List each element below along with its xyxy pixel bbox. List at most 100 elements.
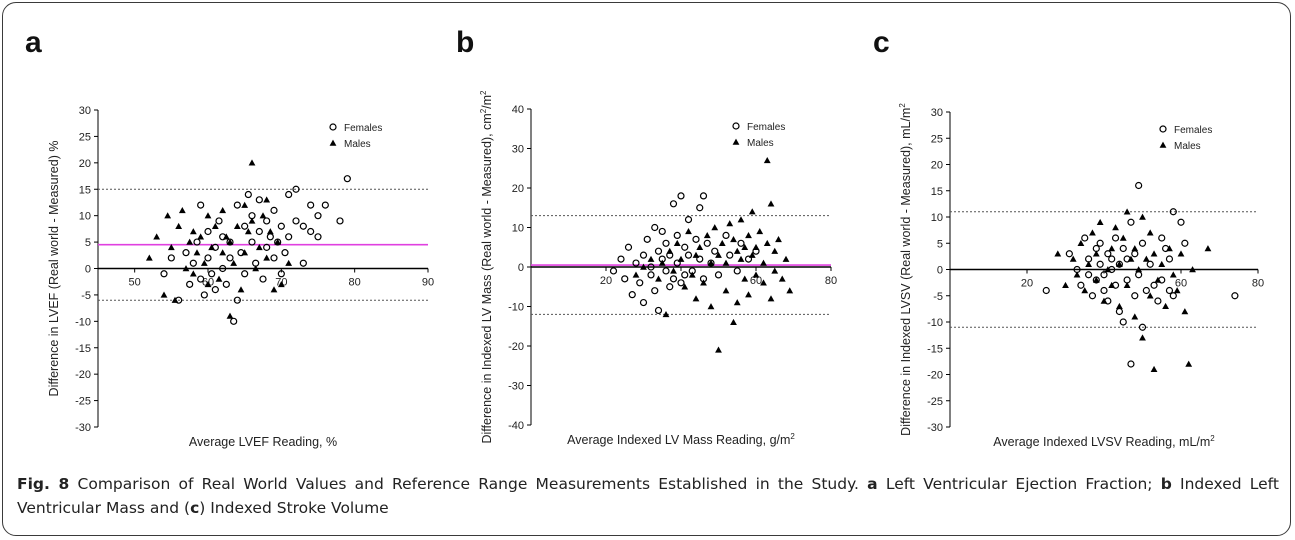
data-point-male (1077, 239, 1085, 246)
data-point-male (1154, 276, 1162, 283)
data-point-male (153, 233, 161, 240)
data-point-female (277, 222, 285, 230)
data-point-male (211, 222, 219, 229)
data-point-female (1131, 250, 1139, 258)
data-point-female (673, 231, 681, 239)
data-point-female (1115, 307, 1124, 316)
data-point-female (285, 233, 293, 241)
legend-marker-males (329, 139, 337, 146)
y-tick-label: 30 (512, 144, 524, 156)
data-point-female (208, 270, 216, 278)
data-point-male (737, 216, 745, 223)
data-point-male (1123, 208, 1131, 215)
data-point-female (647, 271, 655, 279)
data-point-male (778, 275, 786, 282)
data-point-female (696, 255, 704, 263)
data-point-female (197, 275, 205, 283)
data-point-female (677, 279, 685, 287)
data-point-male (215, 275, 223, 282)
data-point-female (1135, 271, 1143, 279)
data-point-female (241, 222, 249, 230)
data-point-female (343, 175, 351, 183)
data-point-male (175, 222, 183, 229)
data-point-male (277, 280, 285, 288)
x-axis-title: Average LVEF Reading, % (189, 435, 337, 449)
figure-caption: Fig. 8 Comparison of Real World Values a… (17, 472, 1279, 520)
data-point-female (321, 201, 329, 209)
data-point-female (1127, 360, 1135, 368)
y-tick-label: 20 (512, 183, 524, 195)
data-point-female (226, 254, 234, 262)
data-point-female (270, 206, 278, 214)
data-point-male (722, 259, 730, 266)
figure-plots: 302520151050-5-10-15-20-25-305060708090F… (47, 90, 1264, 449)
data-point-female (733, 267, 741, 275)
legend-label-males: Males (747, 138, 774, 149)
data-point-male (786, 287, 794, 294)
series-males (1054, 208, 1212, 372)
data-point-female (639, 251, 648, 259)
data-point-female (699, 192, 708, 200)
data-point-male (763, 239, 771, 247)
data-point-female (714, 271, 723, 279)
data-point-male (737, 255, 745, 262)
data-point-female (654, 306, 663, 315)
x-axis-title: Average Indexed LVSV Reading, mL/m2 (993, 434, 1215, 449)
data-point-male (707, 303, 715, 310)
y-tick-label: -20 (927, 370, 943, 382)
data-point-male (655, 275, 662, 282)
data-point-male (1139, 334, 1146, 341)
data-point-male (1146, 292, 1154, 299)
data-point-female (1131, 292, 1139, 300)
data-point-female (651, 223, 659, 232)
data-point-male (1177, 250, 1185, 257)
data-point-male (241, 249, 249, 256)
data-point-female (651, 287, 659, 295)
y-axis-title: Difference in Indexed LV Mass (Real worl… (479, 90, 494, 444)
data-point-male (700, 279, 707, 286)
data-point-male (733, 247, 741, 254)
data-point-female (1231, 292, 1239, 300)
data-point-female (233, 296, 241, 304)
data-point-female (1142, 286, 1150, 295)
x-tick-label: 20 (600, 275, 612, 287)
data-point-female (299, 222, 307, 230)
data-point-male (193, 249, 201, 256)
caption-c-letter: c (190, 499, 200, 517)
series-males (632, 156, 794, 353)
data-point-female (1088, 292, 1097, 300)
data-point-male (167, 243, 175, 251)
data-point-male (726, 220, 734, 227)
data-point-female (230, 317, 238, 325)
data-point-female (270, 254, 278, 262)
data-point-female (621, 275, 629, 283)
data-point-male (219, 249, 227, 256)
data-point-male (1127, 255, 1135, 262)
data-point-male (1150, 250, 1158, 257)
data-point-male (741, 243, 749, 250)
x-axis-title: Average Indexed LV Mass Reading, g/m2 (567, 432, 795, 447)
data-point-female (244, 190, 252, 199)
legend-marker-males (1159, 141, 1167, 148)
data-point-female (299, 259, 307, 267)
data-point-male (760, 259, 767, 266)
y-tick-label: 20 (931, 160, 943, 172)
data-point-male (756, 228, 764, 235)
data-point-female (1146, 260, 1154, 268)
x-tick-label: 50 (129, 277, 141, 289)
data-point-female (1100, 286, 1108, 295)
data-point-female (647, 263, 655, 271)
x-tick-label: 80 (1252, 278, 1264, 290)
data-point-male (189, 270, 197, 277)
data-point-male (1189, 266, 1196, 273)
series-males (145, 159, 293, 319)
data-point-female (1150, 281, 1158, 289)
data-point-male (1135, 266, 1143, 273)
data-point-female (1154, 297, 1162, 305)
data-point-male (164, 212, 172, 219)
y-tick-label: 0 (518, 262, 524, 274)
data-point-male (647, 255, 655, 262)
data-point-male (662, 311, 670, 318)
legend-marker-females (732, 122, 740, 130)
